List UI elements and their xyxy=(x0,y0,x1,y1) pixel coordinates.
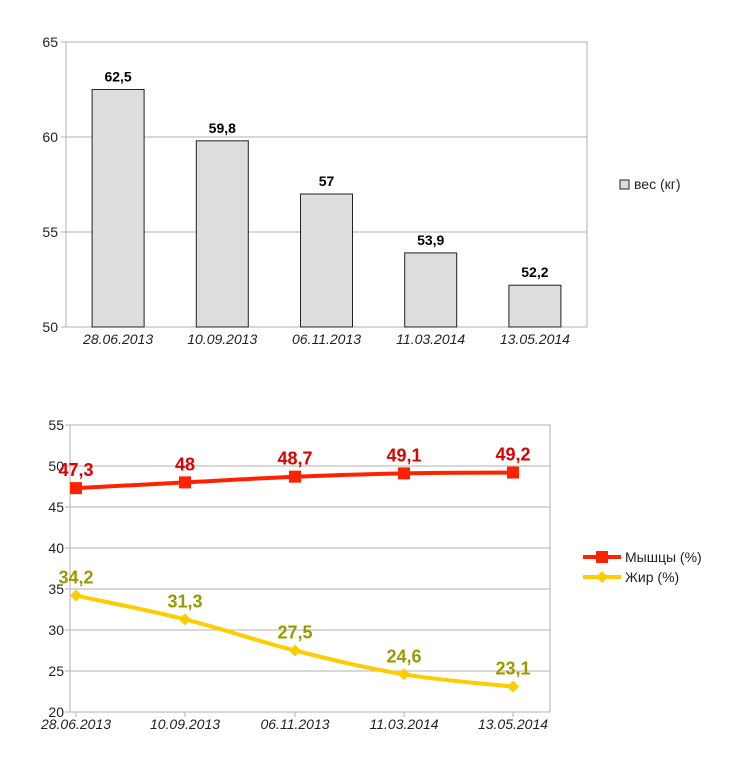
data-point xyxy=(179,613,191,626)
y-tick-label: 50 xyxy=(48,458,64,474)
data-label: 27,5 xyxy=(277,623,312,643)
data-label: 49,2 xyxy=(495,445,530,465)
y-tick-label: 55 xyxy=(48,417,64,433)
data-label: 48,7 xyxy=(277,449,312,469)
series-0: 47,3 48 48,7 49,1 49,2 xyxy=(58,445,531,495)
series-1: 34,2 31,3 27,5 24,6 23,1 xyxy=(58,568,531,693)
x-tick-label: 28.06.2013 xyxy=(82,331,153,347)
y-tick-label: 55 xyxy=(42,224,58,240)
data-label: 34,2 xyxy=(58,568,93,588)
data-label: 47,3 xyxy=(58,460,93,480)
data-point xyxy=(507,466,519,479)
data-label: 49,1 xyxy=(386,445,421,465)
legend-label: Жир (%) xyxy=(625,569,679,585)
legend-marker xyxy=(596,571,608,583)
data-point xyxy=(289,470,301,483)
muscle-fat-line-chart: 20 25 30 35 40 45 50 55 28.06.2013 10.09.2013 06.1… xyxy=(40,417,702,732)
bar xyxy=(508,284,562,328)
y-tick-label: 65 xyxy=(42,34,58,50)
legend-label: Мышцы (%) xyxy=(625,549,702,565)
data-point xyxy=(398,467,410,480)
bar xyxy=(300,193,353,328)
bar-value-label: 52,2 xyxy=(521,264,548,280)
legend-marker xyxy=(596,551,608,563)
data-label: 48 xyxy=(175,454,195,474)
y-tick-label: 35 xyxy=(48,581,64,597)
x-tick-label: 10.09.2013 xyxy=(150,716,220,732)
y-tick-label: 20 xyxy=(48,704,64,720)
x-tick-label: 13.05.2014 xyxy=(500,331,570,347)
data-point xyxy=(398,668,410,681)
y-tick-label: 40 xyxy=(48,540,64,556)
legend-swatch xyxy=(619,179,630,190)
data-point xyxy=(507,680,519,693)
data-label: 24,6 xyxy=(386,646,421,666)
legend: вес (кг) xyxy=(619,176,681,192)
data-point xyxy=(289,644,301,657)
bar xyxy=(404,252,458,328)
y-tick-label: 45 xyxy=(48,499,64,515)
bar-value-label: 59,8 xyxy=(209,120,236,136)
x-tick-label: 11.03.2014 xyxy=(396,331,465,347)
bar-value-label: 53,9 xyxy=(417,232,444,248)
x-tick-label: 13.05.2014 xyxy=(478,716,548,732)
data-point xyxy=(70,482,82,495)
bar-value-label: 57 xyxy=(319,173,335,189)
data-label: 31,3 xyxy=(167,591,202,611)
y-tick-label: 30 xyxy=(48,622,64,638)
legend-label: вес (кг) xyxy=(634,176,681,192)
bar-value-label: 62,5 xyxy=(104,69,131,85)
x-tick-label: 28.06.2013 xyxy=(40,716,111,732)
y-tick-label: 60 xyxy=(42,129,58,145)
bar xyxy=(195,140,249,328)
x-tick-label: 06.11.2013 xyxy=(260,716,329,732)
data-label: 23,1 xyxy=(495,659,530,679)
data-point xyxy=(179,476,191,489)
weight-bar-chart: 50 55 60 65 62,5 28.06.2013 59,8 10.09.2013 57 06… xyxy=(42,34,680,347)
bar xyxy=(91,89,145,328)
data-point xyxy=(70,589,82,602)
x-tick-label: 06.11.2013 xyxy=(292,331,361,347)
y-tick-label: 50 xyxy=(42,319,58,335)
y-tick-label: 25 xyxy=(48,663,64,679)
x-tick-label: 11.03.2014 xyxy=(369,716,438,732)
x-tick-label: 10.09.2013 xyxy=(187,331,257,347)
legend: Мышцы (%) Жир (%) xyxy=(583,549,702,585)
